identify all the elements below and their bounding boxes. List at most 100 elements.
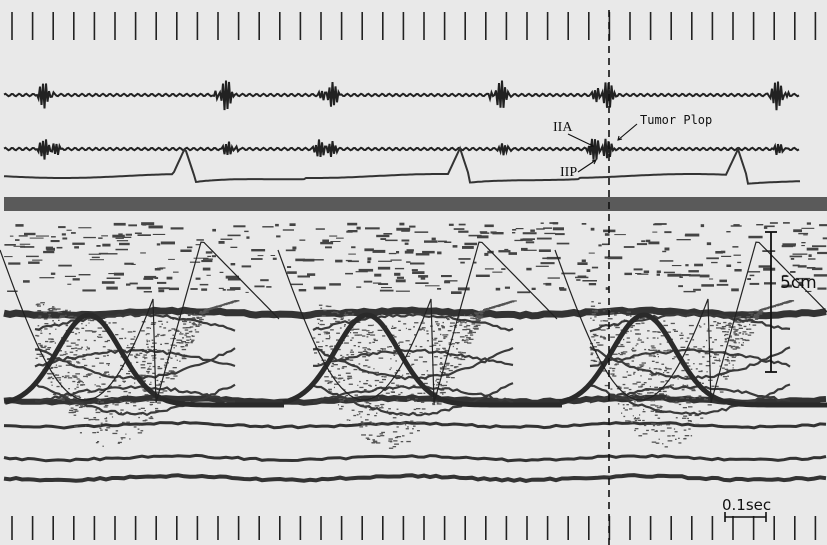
echo-speckle <box>747 334 752 336</box>
echo-speckle <box>176 342 181 344</box>
echo-speckle <box>530 229 535 232</box>
phonocardiogram-trace-lower <box>3 138 800 160</box>
echo-speckle <box>457 358 462 360</box>
echo-speckle <box>443 372 446 374</box>
echo-speckle <box>368 434 373 436</box>
echo-speckle <box>58 264 72 267</box>
echo-speckle <box>736 347 741 349</box>
echo-speckle <box>79 379 81 381</box>
echo-speckle <box>789 255 803 258</box>
echo-speckle <box>688 428 691 430</box>
echo-speckle <box>461 351 463 354</box>
echo-speckle <box>317 322 320 325</box>
echo-speckle <box>456 332 460 334</box>
echo-speckle <box>439 392 443 394</box>
echo-speckle <box>720 327 725 329</box>
echo-speckle <box>732 246 739 248</box>
echo-speckle <box>40 346 43 348</box>
echo-speckle <box>83 236 96 239</box>
echo-speckle <box>48 316 52 319</box>
echo-speckle <box>330 329 334 331</box>
echo-speckle <box>48 315 51 317</box>
echo-speckle <box>786 301 791 303</box>
echo-speckle <box>592 319 595 321</box>
echo-speckle <box>637 366 642 368</box>
echo-speckle <box>142 389 148 391</box>
echo-speckle <box>159 326 162 328</box>
echo-speckle <box>701 382 704 384</box>
echo-speckle <box>419 346 423 348</box>
echo-speckle <box>657 417 661 419</box>
echo-speckle <box>626 330 629 333</box>
echo-speckle <box>801 227 815 229</box>
echo-speckle <box>678 437 680 439</box>
echo-speckle <box>621 412 623 414</box>
echo-speckle <box>522 232 537 235</box>
echo-speckle <box>125 433 127 435</box>
echo-speckle <box>437 288 442 290</box>
echo-speckle <box>48 308 52 310</box>
echo-speckle <box>80 384 84 386</box>
echo-speckle <box>656 270 661 273</box>
echo-speckle <box>713 321 717 323</box>
echo-speckle <box>405 340 410 342</box>
echo-speckle <box>721 326 727 328</box>
echo-speckle <box>429 345 434 347</box>
echo-speckle <box>495 305 497 307</box>
echo-speckle <box>192 324 198 326</box>
echo-speckle <box>199 311 201 313</box>
echo-speckle <box>24 246 35 248</box>
echo-speckle <box>724 359 729 361</box>
echo-speckle <box>351 409 355 411</box>
echo-speckle <box>722 331 727 333</box>
echo-speckle <box>623 246 635 248</box>
echo-band <box>3 393 827 406</box>
echo-speckle <box>487 250 494 254</box>
echo-speckle <box>698 325 701 327</box>
echo-speckle <box>43 250 55 254</box>
echo-speckle <box>287 266 292 268</box>
echo-speckle <box>726 337 729 339</box>
echo-speckle <box>741 321 745 323</box>
echo-speckle <box>769 222 778 224</box>
echo-speckle <box>104 429 108 431</box>
echo-speckle <box>340 317 344 319</box>
echo-speckle <box>734 342 737 344</box>
echo-speckle <box>733 331 736 333</box>
echo-speckle <box>721 255 732 257</box>
echo-speckle <box>640 375 642 377</box>
echo-speckle <box>414 334 417 336</box>
echo-speckle <box>414 231 429 233</box>
echo-speckle <box>464 242 478 246</box>
echo-speckle <box>172 318 174 320</box>
echo-speckle <box>614 325 618 327</box>
echo-speckle <box>95 411 101 414</box>
echo-speckle <box>682 417 687 419</box>
echo-speckle <box>475 313 479 315</box>
echo-speckle <box>711 362 716 364</box>
echo-speckle <box>376 234 390 238</box>
echo-speckle <box>15 239 20 241</box>
echo-speckle <box>632 415 634 417</box>
echo-speckle <box>93 417 97 419</box>
echo-speckle <box>398 393 401 396</box>
echo-speckle <box>56 246 63 249</box>
echo-speckle <box>137 428 140 430</box>
echo-speckle <box>150 381 152 383</box>
echo-speckle <box>478 312 481 314</box>
echo-speckle <box>617 312 621 314</box>
echo-speckle <box>175 355 177 357</box>
echo-speckle <box>356 226 361 230</box>
echo-speckle <box>199 283 209 286</box>
echo-speckle <box>732 364 734 366</box>
echo-speckle <box>193 318 196 320</box>
echo-speckle <box>688 270 699 273</box>
echo-speckle <box>396 426 399 428</box>
echo-speckle <box>756 224 764 226</box>
echo-speckle <box>593 360 598 362</box>
echo-speckle <box>180 331 182 333</box>
echo-speckle <box>147 422 152 424</box>
echo-speckle <box>358 351 363 353</box>
echo-speckle <box>100 401 104 403</box>
echo-speckle <box>185 343 188 346</box>
